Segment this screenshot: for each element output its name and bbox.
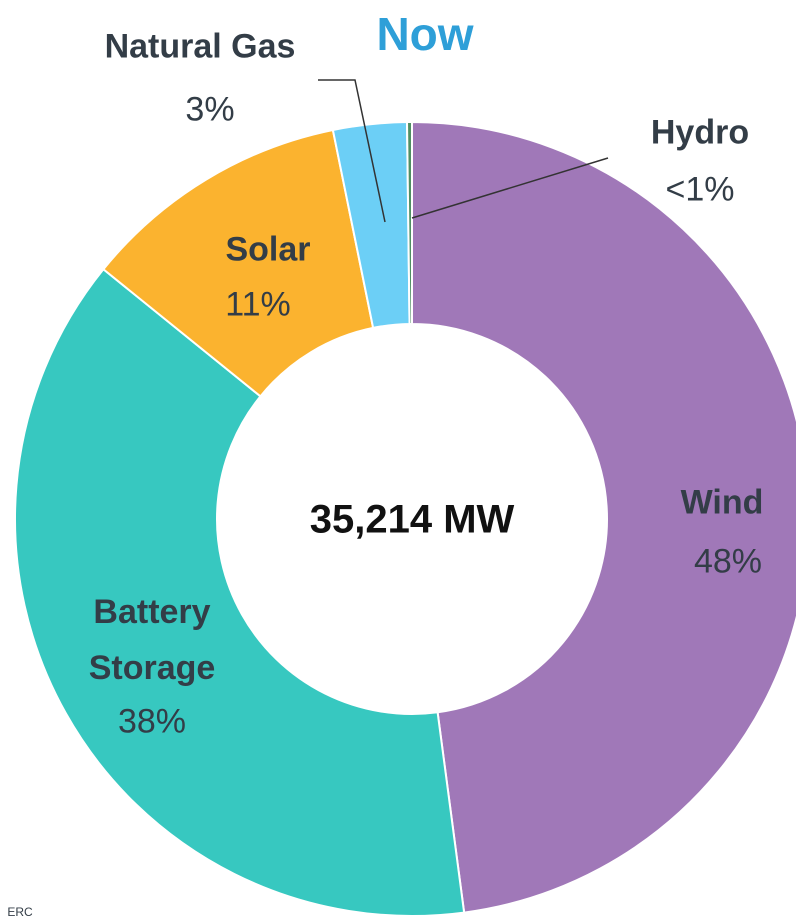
leader-line <box>411 157 609 219</box>
slice <box>406 120 413 326</box>
category-label: Solar <box>225 230 311 269</box>
slice <box>411 120 796 914</box>
slice <box>14 267 466 917</box>
slices <box>14 120 796 917</box>
category-label: Hydro <box>650 113 750 152</box>
value-label: 11% <box>225 285 291 324</box>
category-label: Battery Storage <box>88 593 216 687</box>
value-label: <1% <box>665 170 735 209</box>
category-label: Wind <box>680 483 764 522</box>
leader-line <box>318 79 386 223</box>
source: ERC <box>7 905 33 917</box>
center-label: 35,214 MW <box>309 497 515 542</box>
value-label: 3% <box>185 90 235 129</box>
chart-title: Now <box>376 8 474 60</box>
value-label: 38% <box>117 702 187 741</box>
value-label: 48% <box>693 542 763 581</box>
category-label: Natural Gas <box>104 27 296 66</box>
slice <box>101 128 375 398</box>
